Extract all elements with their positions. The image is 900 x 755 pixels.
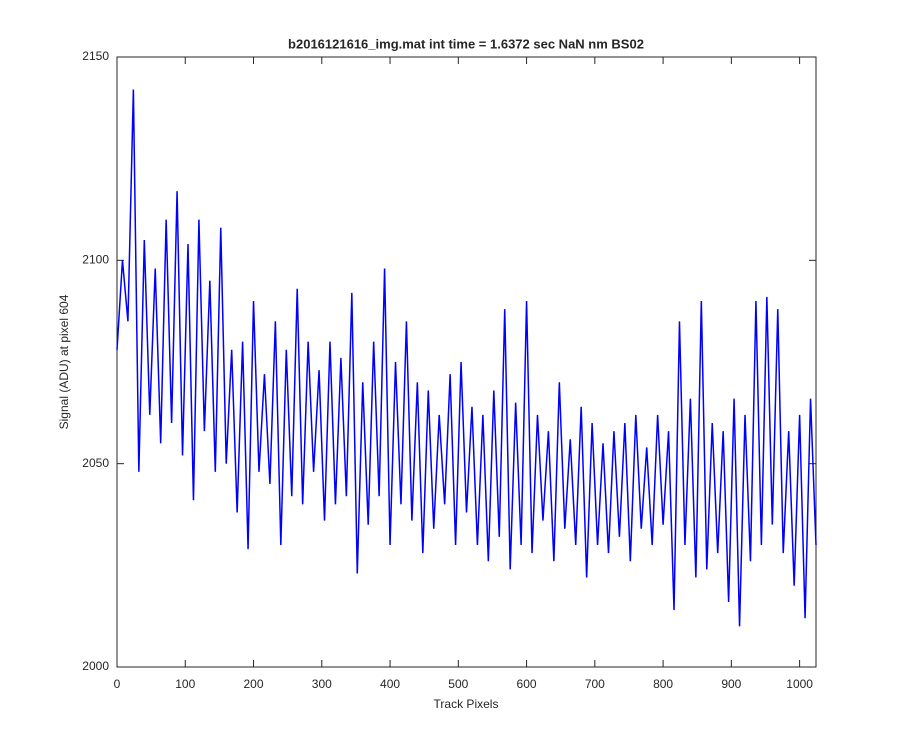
x-tick-label: 100	[175, 677, 195, 691]
x-axis-label: Track Pixels	[434, 697, 499, 711]
y-tick-label: 2150	[82, 49, 109, 63]
x-tick-label: 600	[517, 677, 537, 691]
x-tick-label: 800	[653, 677, 673, 691]
x-tick-label: 400	[380, 677, 400, 691]
x-tick-label: 500	[448, 677, 468, 691]
y-tick-label: 2050	[82, 456, 109, 470]
y-tick-label: 2000	[82, 659, 109, 673]
x-tick-label: 200	[244, 677, 264, 691]
y-axis-label: Signal (ADU) at pixel 604	[57, 294, 71, 429]
data-line	[116, 89, 817, 627]
x-tick-label: 900	[721, 677, 741, 691]
x-tick-label: 0	[114, 677, 121, 691]
x-tick-label: 700	[585, 677, 605, 691]
chart-title: b2016121616_img.mat int time = 1.6372 se…	[288, 36, 644, 51]
x-tick-label: 1000	[786, 677, 813, 691]
plot-area	[116, 56, 817, 668]
y-tick-label: 2100	[82, 253, 109, 267]
x-tick-label: 300	[312, 677, 332, 691]
